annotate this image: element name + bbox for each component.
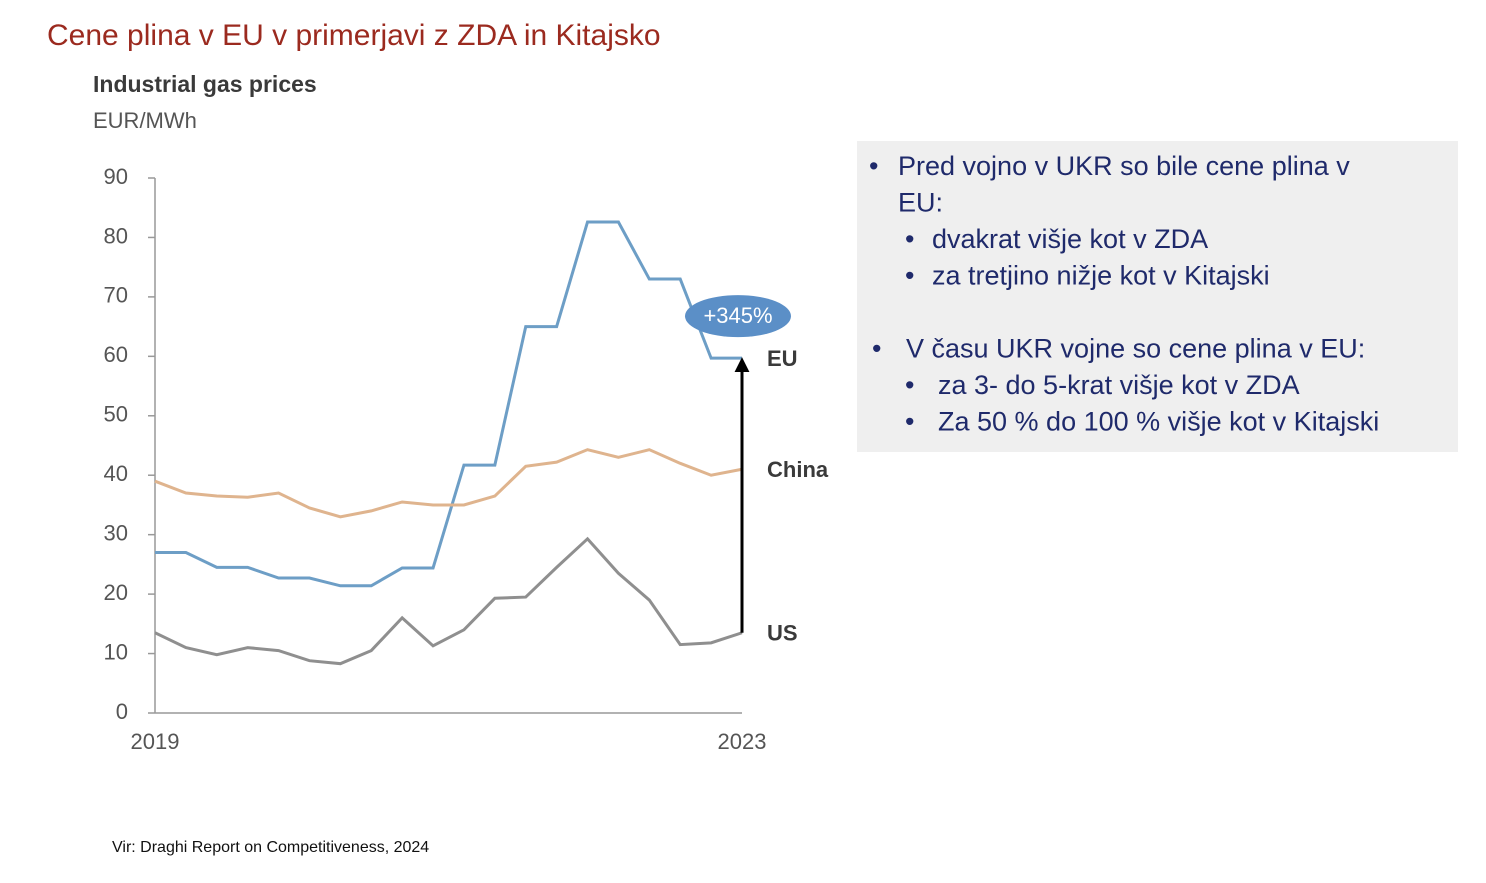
y-tick-label: 80 (104, 223, 128, 248)
note-subtext: za 3- do 5-krat višje kot v ZDA (938, 370, 1300, 400)
slide-title: Cene plina v EU v primerjavi z ZDA in Ki… (47, 19, 661, 52)
series-label: US (767, 621, 798, 646)
note-text: V času UKR vojne so cene plina v EU: (906, 334, 1365, 364)
bullet: • (905, 407, 914, 437)
y-tick-label: 90 (104, 164, 128, 189)
note-text: EU: (898, 188, 943, 218)
note-subtext: Za 50 % do 100 % višje kot v Kitajski (938, 407, 1379, 437)
note-text: Pred vojno v UKR so bile cene plina v (898, 151, 1350, 181)
line-series (155, 220, 742, 588)
x-tick-label: 2023 (718, 729, 767, 754)
bullet: • (905, 224, 914, 254)
line-series (154, 448, 743, 519)
y-tick-label: 0 (116, 699, 128, 724)
notes-box (857, 141, 1458, 452)
note-subtext: dvakrat višje kot v ZDA (932, 224, 1208, 254)
bullet: • (905, 261, 914, 291)
y-tick-label: 30 (104, 520, 128, 545)
note-subtext: za tretjino nižje kot v Kitajski (932, 261, 1270, 291)
y-tick-label: 20 (104, 580, 128, 605)
source: Vir: Draghi Report on Competitiveness, 2… (112, 839, 429, 856)
line-series (154, 536, 743, 666)
series-label: EU (767, 346, 798, 371)
chart-subtitle: EUR/MWh (93, 108, 197, 133)
chart-title: Industrial gas prices (93, 71, 317, 97)
y-tick-label: 40 (104, 461, 128, 486)
bullet: • (869, 151, 878, 181)
series-label: China (767, 457, 829, 482)
bullet: • (872, 334, 881, 364)
x-tick-label: 2019 (131, 729, 180, 754)
y-tick-label: 10 (104, 639, 128, 664)
y-tick-label: 70 (104, 283, 128, 308)
annotation-bubble (685, 295, 791, 338)
bullet: • (905, 370, 914, 400)
annotation: +345% (703, 303, 772, 328)
y-tick-label: 60 (104, 342, 128, 367)
y-tick-label: 50 (104, 402, 128, 427)
